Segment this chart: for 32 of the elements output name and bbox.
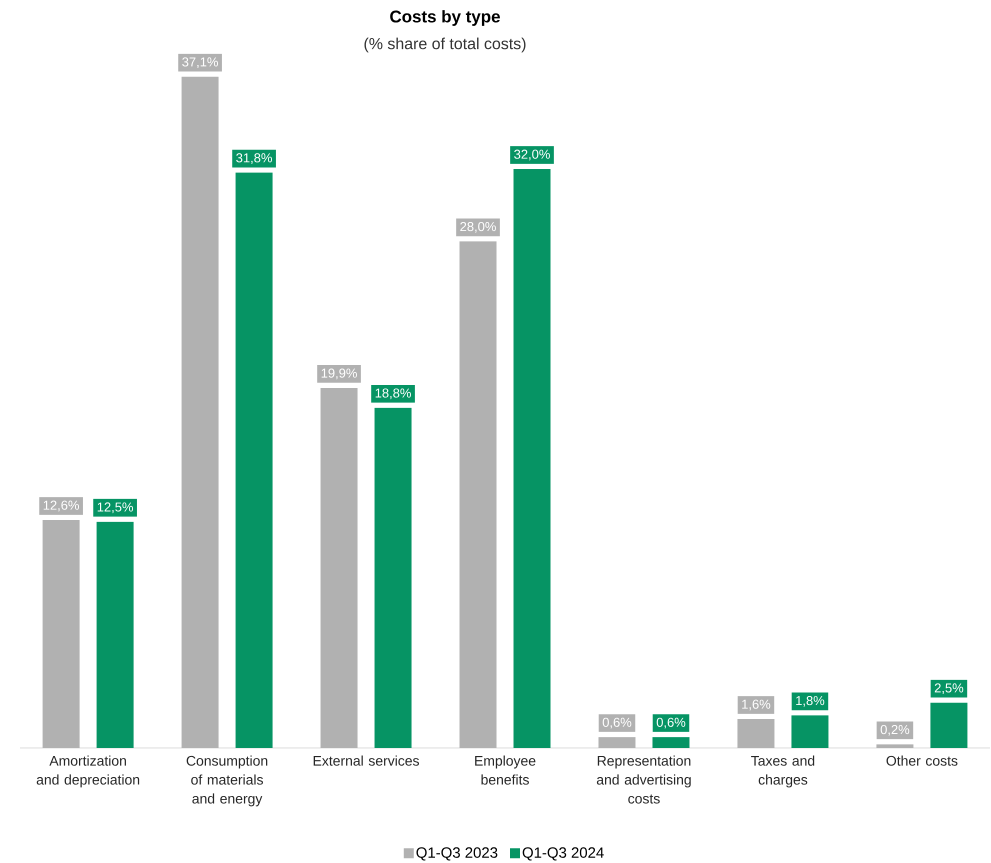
- data-label: 28,0%: [460, 222, 496, 233]
- data-label: 19,9%: [322, 368, 357, 380]
- data-label: 1,8%: [796, 696, 824, 707]
- legend-label: Q1-Q3 2024: [522, 847, 604, 861]
- data-label: 37,1%: [182, 57, 218, 68]
- x-tick-label: Other costs: [886, 756, 958, 766]
- data-label: 31,8%: [236, 153, 272, 164]
- data-label: 0,6%: [656, 718, 686, 728]
- bar: [652, 737, 690, 748]
- x-tick-label: Consumption of materials and energy: [186, 756, 268, 806]
- data-label: 18,8%: [376, 388, 411, 400]
- chart-subtitle: (% share of total costs): [364, 38, 526, 52]
- data-label: 0,2%: [880, 724, 910, 736]
- data-label: 0,6%: [602, 718, 632, 728]
- bar: [930, 702, 968, 748]
- x-tick-label: Representation and advertising costs: [596, 756, 691, 804]
- x-tick-label: Taxes and charges: [751, 756, 814, 788]
- x-tick-label: Employee benefits: [475, 756, 536, 785]
- bar: [514, 169, 551, 748]
- bar: [236, 172, 273, 748]
- data-label: 2,5%: [934, 683, 964, 694]
- x-tick-label: Amortization and depreciation: [36, 756, 140, 788]
- data-label: 12,5%: [98, 502, 134, 514]
- bar: [374, 408, 412, 748]
- data-label: 32,0%: [514, 150, 550, 160]
- bar: [96, 522, 134, 748]
- data-label: 1,6%: [742, 700, 770, 710]
- legend-label: Q1-Q3 2023: [416, 847, 498, 861]
- x-tick-label: External services: [314, 756, 420, 766]
- data-label: 12,6%: [44, 500, 80, 512]
- chart-title: Costs by type: [390, 10, 500, 26]
- bar: [791, 715, 828, 748]
